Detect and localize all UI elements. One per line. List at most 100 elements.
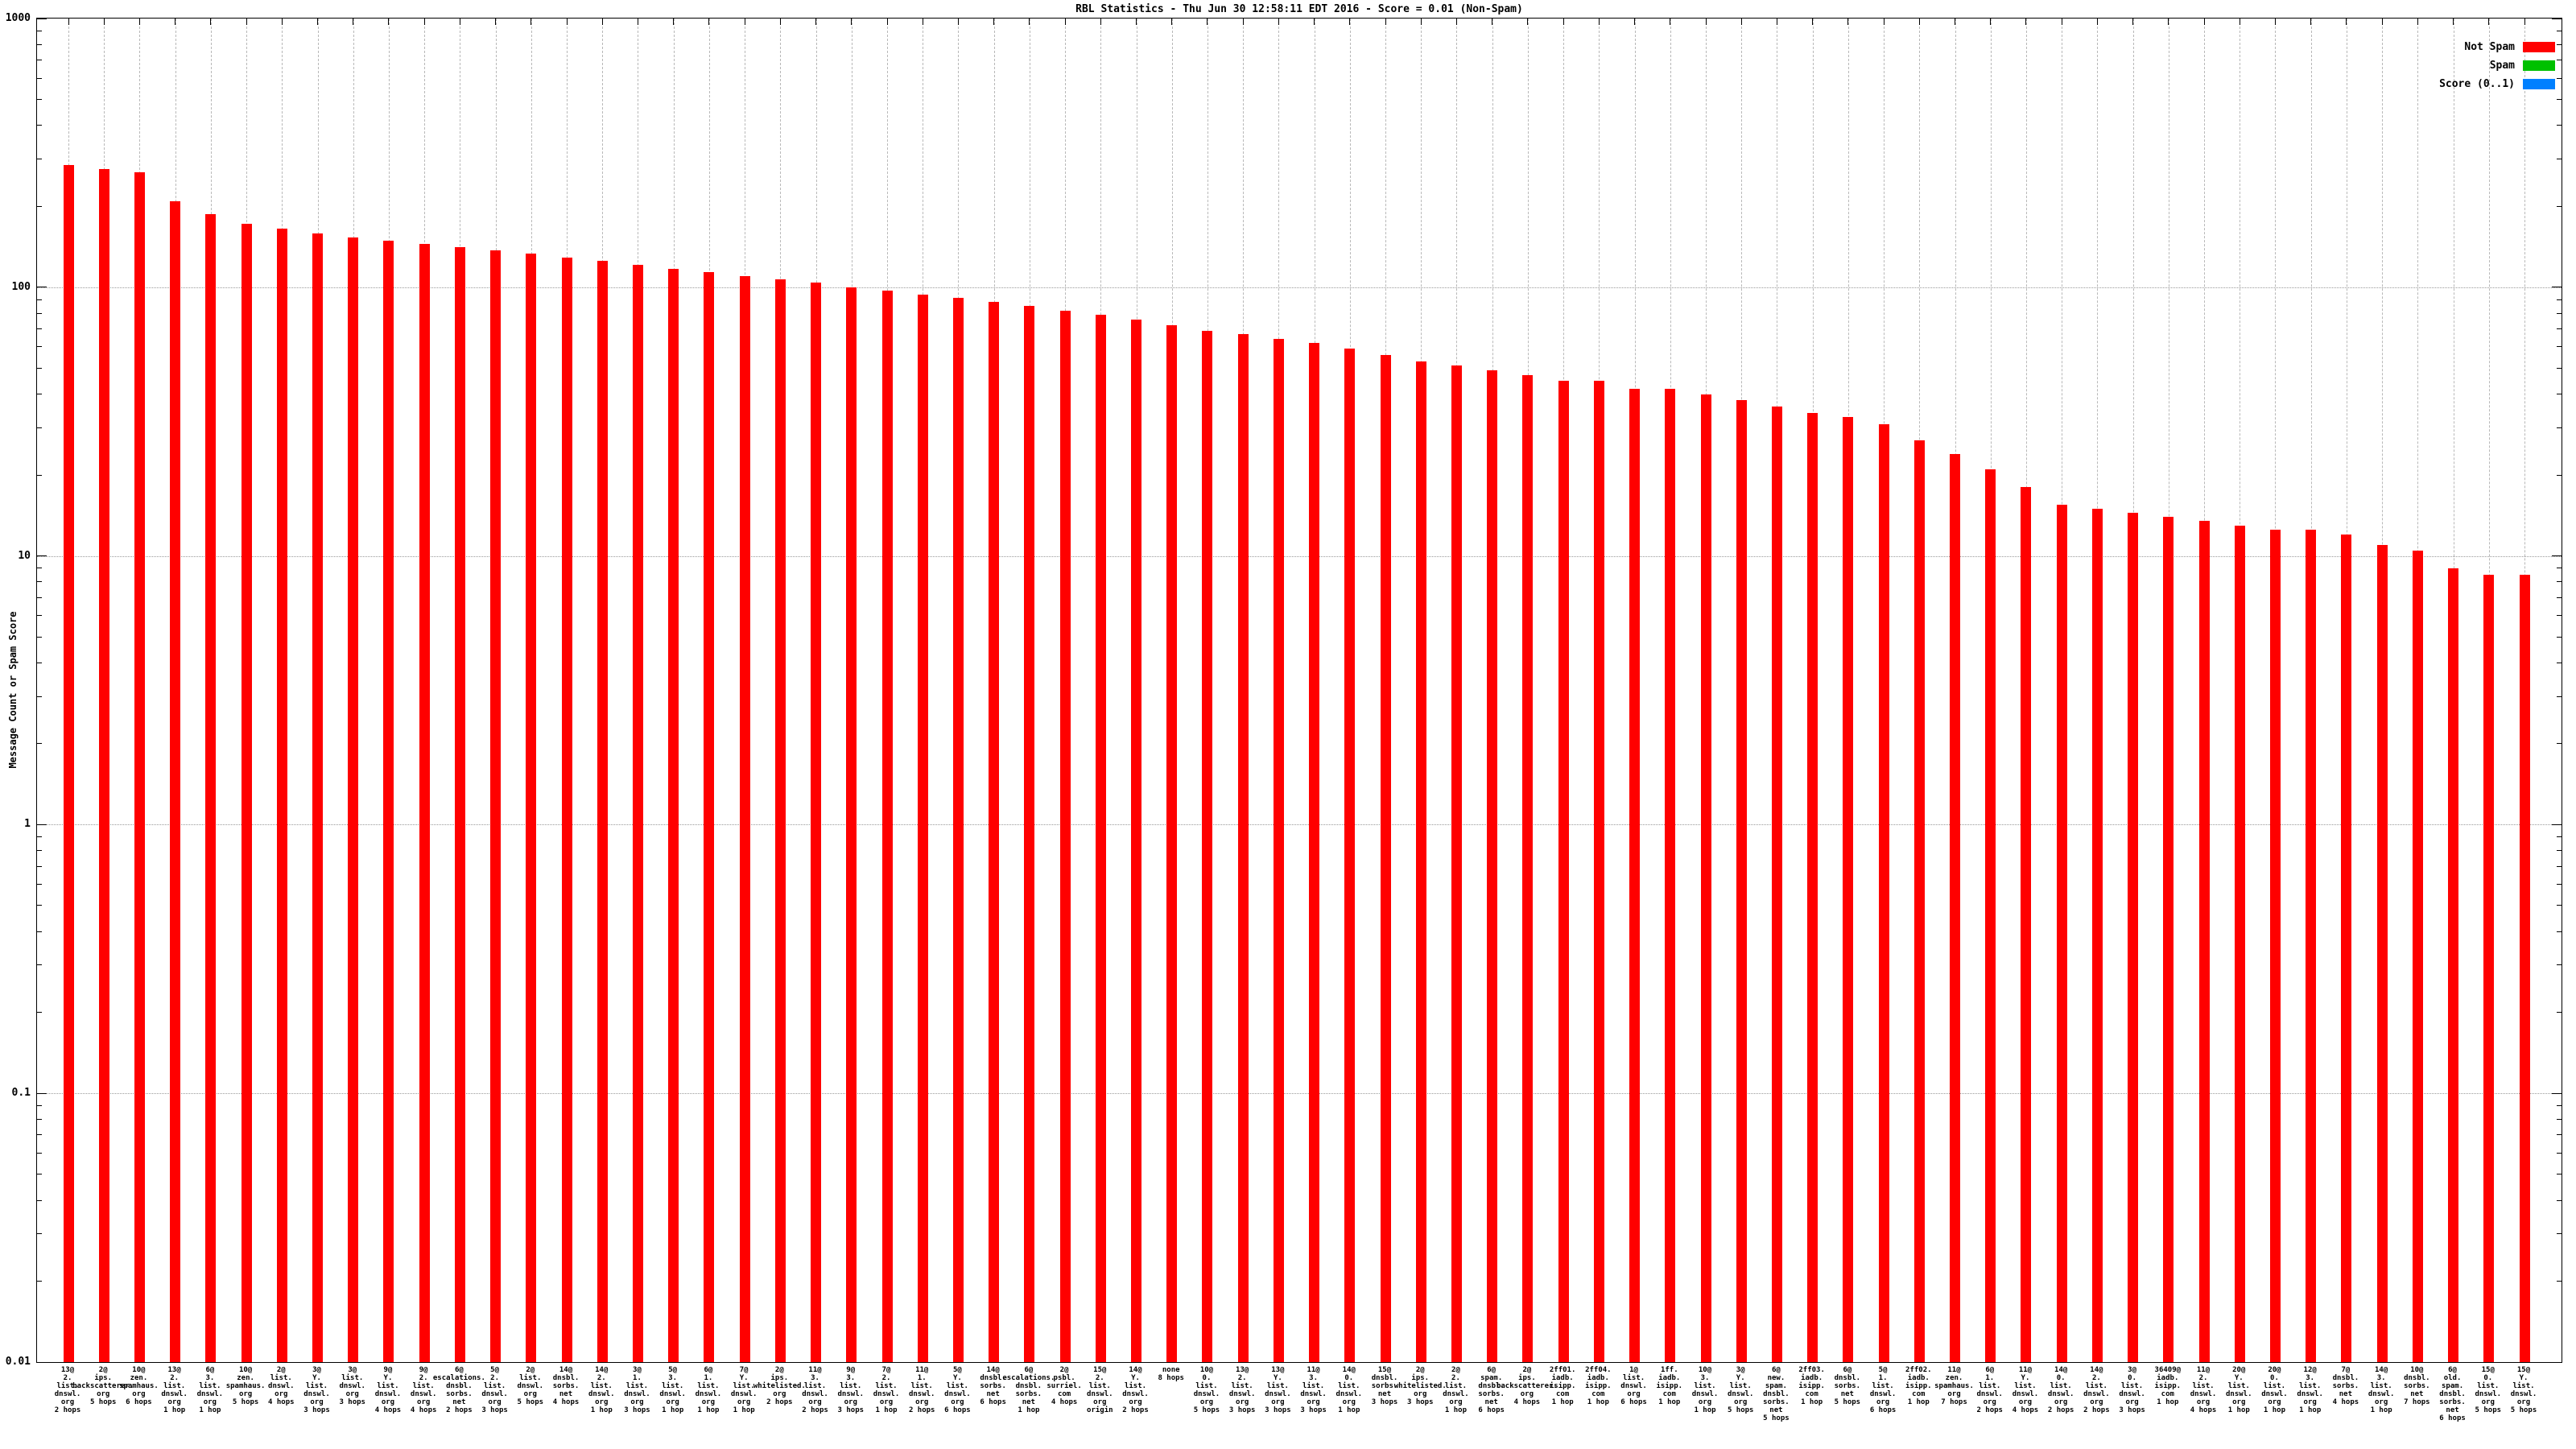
bar: [2341, 535, 2352, 1362]
bar: [2519, 575, 2530, 1362]
bar: [774, 279, 786, 1362]
x-tick: [2203, 19, 2205, 25]
x-tick: [886, 19, 888, 25]
bar: [952, 298, 964, 1362]
x-tick: [2096, 19, 2098, 25]
bar-label: 6@ spam. dnsbl. sorbs. net 6 hops: [1478, 1366, 1505, 1414]
x-tick: [2488, 19, 2490, 25]
x-tick: [1847, 19, 1849, 25]
bar-label: 2@ ips. backscatterer. org 4 hops: [1496, 1366, 1558, 1406]
y-minor-tick: [2557, 1134, 2562, 1136]
x-tick: [1064, 19, 1066, 25]
y-minor-tick: [37, 125, 42, 126]
bar-label: 2ff02. iadb. isipp. com 1 hop: [1905, 1366, 1932, 1406]
y-tick-label: 0.01: [5, 1356, 31, 1368]
bar-label: 9@ 3. list. dnswl. org 3 hops: [837, 1366, 865, 1414]
bar: [1273, 339, 1284, 1362]
bar-label: 2@ list. dnswl. org 5 hops: [517, 1366, 544, 1406]
y-minor-tick: [37, 346, 42, 348]
x-tick: [1314, 19, 1315, 25]
y-major-tick: [37, 1361, 47, 1363]
bar-label: 11@ Y. list. dnswl. org 4 hops: [2012, 1366, 2039, 1414]
y-minor-tick: [37, 367, 42, 369]
y-minor-tick: [2557, 98, 2562, 100]
bar: [917, 294, 928, 1362]
bar-label: 12@ 3. list. dnswl. org 1 hop: [2297, 1366, 2323, 1414]
y-major-tick: [2552, 555, 2562, 557]
bar-label: none 8 hops: [1158, 1366, 1184, 1382]
y-tick-label: 10: [18, 549, 31, 562]
x-tick: [851, 19, 852, 25]
x-tick: [1136, 19, 1137, 25]
chart-title: RBL Statistics - Thu Jun 30 12:58:11 EDT…: [1075, 3, 1523, 15]
bar: [1950, 453, 1961, 1362]
bar: [1593, 380, 1604, 1362]
bar: [1913, 440, 1925, 1362]
x-tick: [708, 19, 710, 25]
bar: [2483, 575, 2495, 1362]
bar-label: 5@ 2. list. dnswl. org 3 hops: [481, 1366, 508, 1414]
y-minor-tick: [2557, 43, 2562, 45]
bar: [1878, 423, 1889, 1362]
y-axis-title: Message Count or Spam Score: [7, 611, 19, 769]
bar: [1771, 406, 1782, 1362]
bar: [348, 237, 359, 1362]
bar-label: 6@ escalations. dnsbl. sorbs. net 2 hops: [432, 1366, 485, 1414]
bar: [1309, 343, 1320, 1362]
y-tick-label: 1000: [5, 12, 31, 24]
x-tick: [1242, 19, 1244, 25]
bar: [134, 172, 145, 1362]
x-tick: [1171, 19, 1173, 25]
bar-label: 5@ 1. list. dnswl. org 6 hops: [1869, 1366, 1897, 1414]
bar-label: 6@ new. spam. dnsbl. sorbs. net 5 hops: [1763, 1366, 1790, 1422]
bar: [1807, 413, 1818, 1362]
bar-label: 15@ 2. list. dnswl. org origin: [1087, 1366, 1113, 1414]
y-minor-tick: [2557, 615, 2562, 617]
bar-label: 11@ 1. list. dnswl. org 2 hops: [908, 1366, 935, 1414]
bar: [276, 229, 287, 1362]
bar-label: 10@ dnsbl. sorbs. net 7 hops: [2404, 1366, 2430, 1406]
x-tick: [1740, 19, 1742, 25]
bar: [1131, 319, 1142, 1362]
y-minor-tick: [37, 615, 42, 617]
x-tick: [2274, 19, 2276, 25]
y-minor-tick: [2557, 1012, 2562, 1013]
bar-label: 11@ zen. spamhaus. org 7 hops: [1934, 1366, 1974, 1406]
x-tick: [1634, 19, 1636, 25]
y-minor-tick: [2557, 1152, 2562, 1154]
bar: [1522, 375, 1534, 1362]
bar-label: 2@ list. dnswl. org 4 hops: [268, 1366, 295, 1406]
x-tick: [495, 19, 497, 25]
y-minor-tick: [2557, 597, 2562, 598]
bar: [739, 275, 750, 1362]
bar-label: 6@ dnsbl. sorbs. net 5 hops: [1834, 1366, 1861, 1406]
y-major-tick: [2552, 1361, 2562, 1363]
legend-swatch: [2523, 60, 2555, 71]
legend-item-not-spam: Not Spam: [2439, 38, 2555, 56]
y-minor-tick: [37, 1104, 42, 1106]
x-tick: [2132, 19, 2134, 25]
bar-label: 7@ 2. list. dnswl. org 1 hop: [873, 1366, 900, 1414]
x-tick: [1918, 19, 1920, 25]
legend-label: Not Spam: [2464, 41, 2515, 53]
bar: [1629, 388, 1641, 1362]
y-minor-tick: [37, 865, 42, 867]
bar: [98, 168, 109, 1362]
y-minor-tick: [37, 964, 42, 966]
x-tick: [281, 19, 283, 25]
y-minor-tick: [37, 328, 42, 329]
bar-label: 1ff. iadb. isipp. com 1 hop: [1656, 1366, 1683, 1406]
x-tick: [103, 19, 105, 25]
y-minor-tick: [2557, 964, 2562, 966]
bar: [241, 224, 252, 1362]
x-tick: [2168, 19, 2169, 25]
bar-label: 13@ 2. list. dnswl. org 3 hops: [1228, 1366, 1256, 1414]
y-gridline: [37, 287, 2562, 288]
y-minor-tick: [2557, 905, 2562, 906]
bar-label: 2ff03. iadb. isipp. com 1 hop: [1798, 1366, 1825, 1406]
y-minor-tick: [37, 312, 42, 314]
y-minor-tick: [37, 77, 42, 79]
y-minor-tick: [2557, 865, 2562, 867]
bar-label: 6@ 1. list. dnswl. org 2 hops: [1976, 1366, 2003, 1414]
bar: [881, 291, 893, 1362]
